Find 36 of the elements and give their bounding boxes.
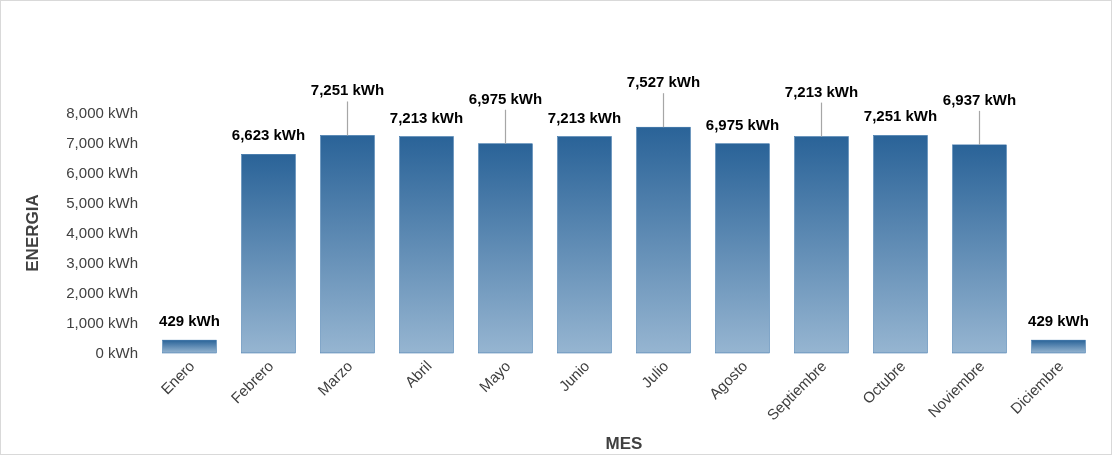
bar [794,136,849,354]
y-tick-label: 5,000 kWh [66,194,138,212]
data-label: 7,213 kWh [784,82,859,100]
data-label: 6,975 kWh [705,115,780,133]
bar [1031,339,1086,354]
y-tick-label: 1,000 kWh [66,314,138,332]
bar [162,339,217,354]
data-label: 429 kWh [159,312,220,330]
y-tick-label: 4,000 kWh [66,224,138,242]
bar [715,143,770,354]
y-tick-label: 6,000 kWh [66,164,138,182]
data-label: 7,213 kWh [389,108,464,126]
x-axis-title: MES [605,434,643,453]
bar [952,144,1007,354]
data-label: 429 kWh [1028,312,1089,330]
y-tick-label: 0 kWh [95,344,138,362]
y-tick-label: 7,000 kWh [66,134,138,152]
data-label: 7,251 kWh [310,81,385,99]
y-tick-label: 3,000 kWh [66,254,138,272]
data-label: 6,623 kWh [231,126,306,144]
bar [478,143,533,354]
bar [399,136,454,354]
data-label: 7,213 kWh [547,108,622,126]
bar [241,154,296,354]
data-label: 7,251 kWh [863,107,938,125]
y-axis-title: ENERGIA [23,194,42,272]
data-label: 6,975 kWh [468,89,543,107]
bar [320,135,375,354]
x-tick-label: Julio [637,357,672,391]
bar [557,136,612,354]
bar [873,135,928,354]
y-tick-label: 8,000 kWh [66,104,138,122]
y-tick-label: 2,000 kWh [66,284,138,302]
data-label: 7,527 kWh [626,73,701,91]
data-label: 6,937 kWh [942,90,1017,108]
bar [636,126,691,354]
